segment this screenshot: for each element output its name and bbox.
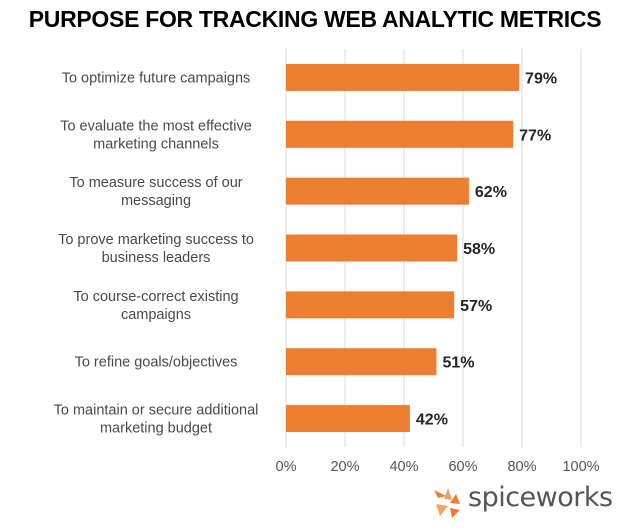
category-label: To optimize future campaigns: [62, 70, 251, 86]
bar: [286, 63, 520, 91]
chart-title: PURPOSE FOR TRACKING WEB ANALYTIC METRIC…: [28, 6, 602, 32]
x-tick-label: 40%: [389, 459, 418, 475]
value-label: 58%: [463, 241, 495, 258]
bar: [286, 405, 410, 433]
value-label: 62%: [475, 184, 507, 201]
bar: [286, 177, 469, 205]
x-tick-labels: 0% 20% 40% 60% 80% 100%: [276, 459, 600, 475]
category-label: To maintain or secure additional marketin…: [54, 403, 259, 437]
value-label: 79%: [525, 70, 557, 87]
spiceworks-logo-text: spiceworks: [468, 482, 613, 513]
category-label: To course-correct existing campaigns: [73, 289, 238, 323]
x-tick-label: 80%: [507, 459, 536, 475]
x-tick-label: 0%: [276, 459, 297, 475]
value-label: 77%: [519, 127, 551, 144]
bars: [286, 63, 520, 433]
bar-chart: To optimize future campaigns To evaluate …: [54, 49, 600, 475]
bar: [286, 291, 455, 319]
value-label: 57%: [460, 298, 492, 315]
category-label: To prove marketing success to business le…: [58, 232, 254, 266]
x-tick-label: 60%: [448, 459, 477, 475]
value-labels: 79% 77% 62% 58% 57% 51% 42%: [416, 70, 557, 428]
category-label: To measure success of our messaging: [69, 175, 242, 209]
x-tick-label: 100%: [562, 459, 599, 475]
value-label: 51%: [442, 355, 474, 372]
bar: [286, 348, 437, 376]
bar: [286, 120, 514, 148]
value-label: 42%: [416, 412, 448, 429]
category-label: To evaluate the most effective marketing …: [60, 118, 252, 152]
spiceworks-logo: spiceworks: [430, 482, 613, 520]
spiceworks-logo-icon: [434, 488, 460, 518]
category-labels: To optimize future campaigns To evaluate …: [54, 70, 259, 436]
x-tick-label: 20%: [330, 459, 359, 475]
category-label: To refine goals/objectives: [75, 355, 238, 371]
bar: [286, 234, 458, 262]
